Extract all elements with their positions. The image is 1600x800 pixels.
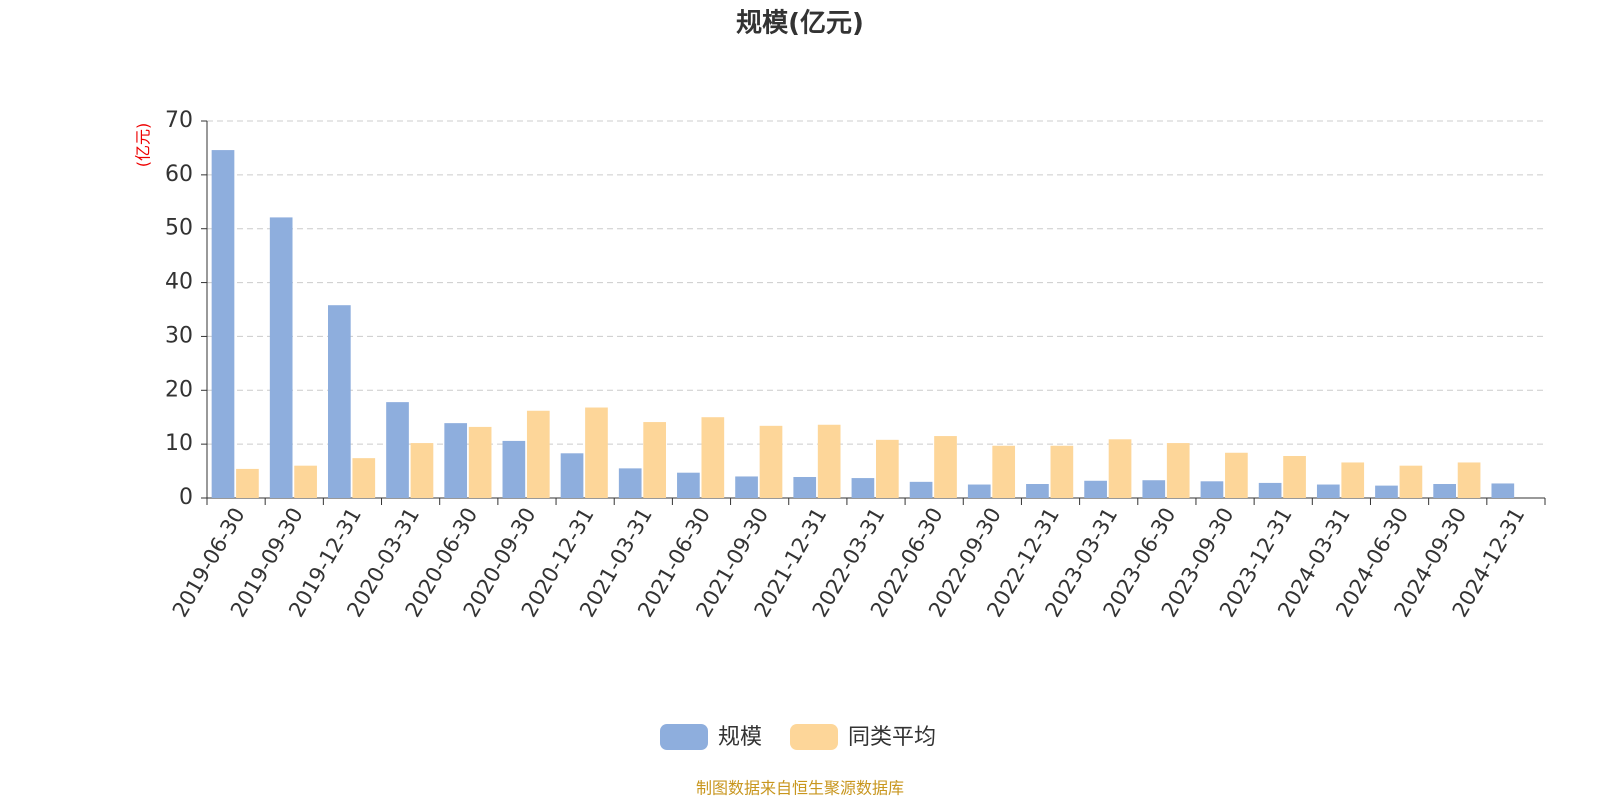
- bar: [909, 481, 933, 498]
- bar: [1433, 483, 1456, 498]
- bar: [1316, 484, 1340, 498]
- bar: [444, 423, 468, 498]
- legend-label: 规模: [718, 725, 762, 750]
- bar: [352, 458, 376, 498]
- bar: [701, 417, 725, 498]
- y-tick-label: 30: [165, 323, 193, 348]
- bar: [211, 150, 235, 498]
- bar: [876, 439, 899, 498]
- legend-swatch: [660, 724, 708, 750]
- bar: [1084, 480, 1107, 498]
- bar: [560, 453, 584, 498]
- bar: [1142, 480, 1166, 498]
- bar: [386, 402, 409, 498]
- bar: [502, 440, 526, 498]
- bar: [236, 468, 259, 498]
- bar: [1399, 465, 1423, 498]
- bar: [1225, 452, 1248, 498]
- bar: [1491, 483, 1515, 498]
- bar: [410, 443, 434, 498]
- bar: [851, 478, 875, 498]
- y-tick-label: 50: [165, 216, 193, 241]
- bar: [1026, 483, 1049, 498]
- bar: [526, 410, 550, 498]
- bar: [1108, 439, 1132, 498]
- source-note: 制图数据来自恒生聚源数据库: [696, 779, 904, 798]
- bar: [934, 436, 957, 498]
- bar: [1200, 481, 1224, 498]
- chart-title: 规模(亿元): [736, 9, 864, 39]
- bar: [1341, 462, 1365, 498]
- bar: [677, 472, 700, 498]
- bar: [1166, 443, 1190, 498]
- bar: [793, 476, 817, 498]
- bar: [1258, 482, 1282, 498]
- bar: [1050, 445, 1074, 498]
- bar: [585, 407, 608, 498]
- y-tick-label: 10: [165, 431, 193, 456]
- y-tick-label: 0: [179, 485, 193, 510]
- bar: [618, 468, 642, 498]
- bar: [967, 484, 991, 498]
- bar: [817, 424, 841, 498]
- y-tick-label: 40: [165, 270, 193, 295]
- legend-swatch: [790, 724, 838, 750]
- y-tick-label: 60: [165, 162, 193, 187]
- bar: [992, 445, 1016, 498]
- bar: [735, 476, 758, 498]
- bar: [468, 426, 492, 498]
- bar: [269, 217, 293, 498]
- bar: [1457, 462, 1481, 498]
- legend-label: 同类平均: [848, 725, 936, 750]
- y-tick-label: 20: [165, 377, 193, 402]
- bar: [294, 465, 317, 498]
- y-axis-label: (亿元): [134, 123, 153, 168]
- bar: [1283, 455, 1306, 498]
- bar: [643, 422, 666, 498]
- bar: [1375, 485, 1398, 498]
- bar: [759, 425, 783, 498]
- y-tick-label: 70: [165, 108, 193, 133]
- bar: [328, 305, 351, 498]
